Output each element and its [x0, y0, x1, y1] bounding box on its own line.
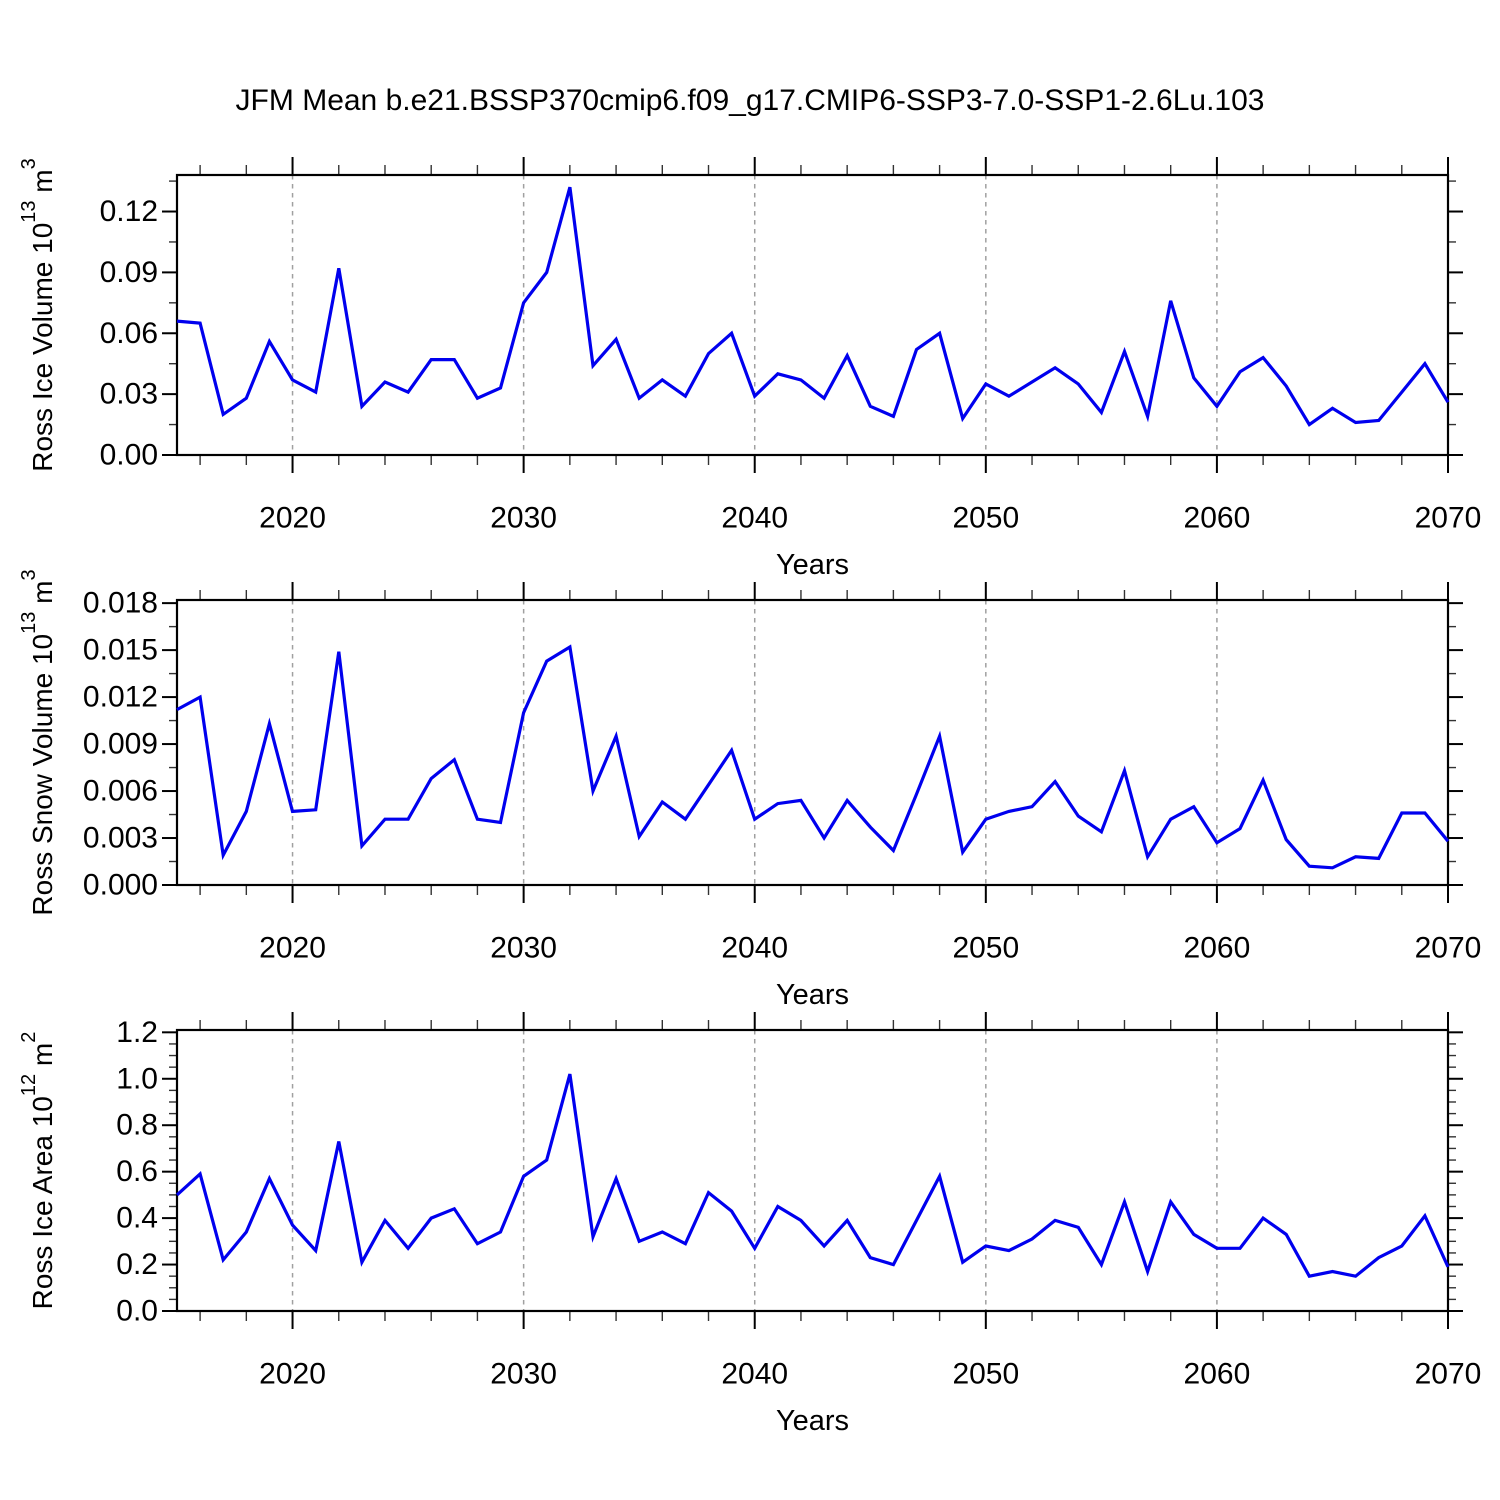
- y-tick-label: 0.8: [116, 1109, 158, 1142]
- y-axis-title: Ross Ice Area 1012 m2: [18, 1032, 58, 1310]
- major-ticks: [162, 582, 1463, 903]
- x-tick-label: 2070: [1415, 502, 1482, 535]
- data-line-ross-ice-area: [175, 1073, 1450, 1279]
- x-tick-label: 2040: [721, 1358, 788, 1391]
- plot-box: [175, 598, 1450, 887]
- minor-ticks: [169, 165, 1456, 465]
- x-tick-label: 2030: [490, 502, 557, 535]
- panel-ross-ice-volume: 0.00 0.03 0.06 0.09 0.12 2020 2030 2040 2050 2060…: [18, 157, 1481, 581]
- minor-ticks: [169, 590, 1456, 895]
- x-tick-label: 2060: [1184, 1358, 1251, 1391]
- y-tick-label: 0.009: [83, 728, 158, 761]
- y-tick-label: 1.2: [116, 1016, 158, 1049]
- y-tick-label: 0.006: [83, 775, 158, 808]
- minor-ticks: [169, 1020, 1456, 1321]
- y-tick-label: 0.06: [100, 317, 158, 350]
- x-axis-title: Years: [776, 979, 849, 1011]
- y-tick-label: 0.4: [116, 1202, 158, 1235]
- x-tick-label: 2050: [952, 502, 1019, 535]
- x-tick-label: 2070: [1415, 1358, 1482, 1391]
- x-tick-label: 2020: [259, 1358, 326, 1391]
- x-tick-label: 2050: [952, 932, 1019, 965]
- y-tick-label: 1.0: [116, 1062, 158, 1095]
- x-tick-label: 2070: [1415, 932, 1482, 965]
- x-tick-label: 2050: [952, 1358, 1019, 1391]
- y-tick-label: 0.012: [83, 681, 158, 714]
- y-tick-label: 0.000: [83, 869, 158, 902]
- x-tick-label: 2060: [1184, 932, 1251, 965]
- panel-ross-snow-volume: 0.000 0.003 0.006 0.009 0.012 0.015 0.018 2020 2…: [18, 569, 1481, 1011]
- y-tick-label: 0.0: [116, 1295, 158, 1328]
- plot-title: JFM Mean b.e21.BSSP370cmip6.f09_g17.CMIP…: [236, 84, 1265, 117]
- x-tick-label: 2040: [721, 502, 788, 535]
- y-tick-label: 0.03: [100, 378, 158, 411]
- plot-box: [175, 173, 1450, 457]
- data-line-ross-snow-volume: [176, 644, 1450, 870]
- x-axis-title: Years: [776, 1405, 849, 1437]
- y-axis-title: Ross Ice Volume 1013 m3: [18, 158, 58, 472]
- y-tick-label: 0.018: [83, 587, 158, 620]
- y-tick-label: 0.09: [100, 256, 158, 289]
- x-tick-label: 2060: [1184, 502, 1251, 535]
- plot-box: [175, 1028, 1450, 1313]
- x-tick-label: 2020: [259, 502, 326, 535]
- x-tick-label: 2040: [721, 932, 788, 965]
- panel-ross-ice-area: 0.0 0.2 0.4 0.6 0.8 1.0 1.2 2020 2030 2040 2050 206…: [18, 1012, 1481, 1437]
- y-tick-label: 0.2: [116, 1248, 158, 1281]
- y-axis-title: Ross Snow Volume 1013 m3: [18, 569, 58, 915]
- y-tick-label: 0.6: [116, 1155, 158, 1188]
- y-tick-label: 0.12: [100, 195, 158, 228]
- y-tick-label: 0.00: [100, 439, 158, 472]
- x-tick-label: 2020: [259, 932, 326, 965]
- x-axis-title: Years: [776, 549, 849, 581]
- major-ticks: [162, 1012, 1463, 1329]
- major-ticks: [162, 157, 1463, 473]
- x-tick-label: 2030: [490, 1358, 557, 1391]
- panels-group: 0.00 0.03 0.06 0.09 0.12 2020 2030 2040 2050 2060…: [18, 157, 1481, 1437]
- data-line-ross-ice-volume: [176, 186, 1450, 427]
- x-tick-label: 2030: [490, 932, 557, 965]
- y-tick-label: 0.003: [83, 822, 158, 855]
- y-tick-label: 0.015: [83, 634, 158, 667]
